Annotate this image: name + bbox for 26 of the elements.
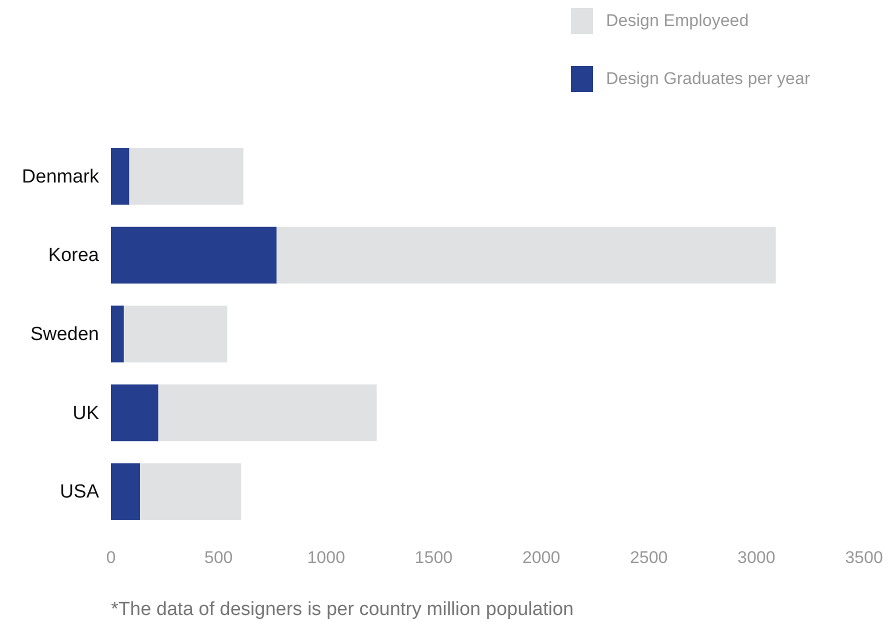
- y-tick-label: Korea: [48, 245, 100, 266]
- bar: [276, 226, 776, 284]
- bar: [158, 384, 377, 442]
- bar: [124, 306, 228, 362]
- x-tick-label: 2500: [630, 548, 668, 567]
- bar: [111, 463, 140, 520]
- legend-label: Design Graduates per year: [606, 69, 810, 88]
- y-tick-label: Sweden: [30, 324, 99, 345]
- bar: [111, 306, 124, 362]
- text: *The data of designers is per country million population: [111, 599, 574, 620]
- x-tick-label: 2000: [522, 548, 560, 567]
- x-tick-label: 3000: [738, 548, 776, 567]
- x-tick-label: 1500: [414, 548, 453, 567]
- bar: [111, 226, 277, 284]
- bar: [140, 463, 242, 520]
- x-tick-label: 1000: [307, 548, 346, 567]
- x-tick-label: 3500: [845, 548, 883, 567]
- bar: [129, 148, 244, 205]
- x-tick-label: 500: [204, 548, 233, 567]
- legend-label: Design Employeed: [606, 11, 749, 30]
- bar: [111, 148, 130, 205]
- y-tick-label: UK: [72, 402, 100, 424]
- x-tick-label: 0: [106, 548, 116, 567]
- y-tick-label: USA: [60, 482, 100, 503]
- bar: [111, 384, 158, 442]
- y-tick-label: Denmark: [22, 166, 100, 188]
